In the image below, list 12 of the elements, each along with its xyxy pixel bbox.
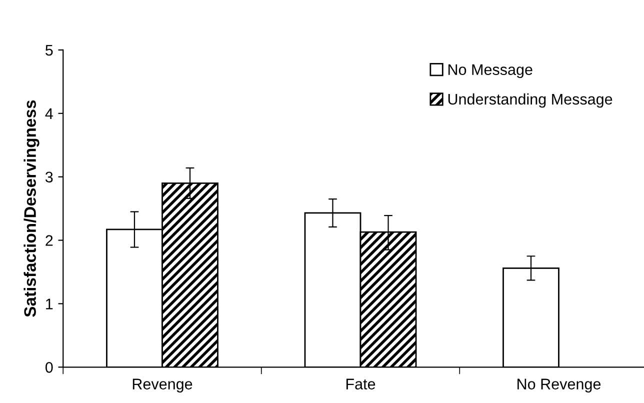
legend-label: No Message [448, 64, 532, 78]
y-tick-label: 0 [45, 362, 53, 373]
y-tick-label: 5 [46, 44, 53, 56]
legend-label: Understanding Message [448, 93, 612, 108]
x-tick-label: Revenge [132, 378, 192, 392]
y-tick-label: 3 [45, 172, 53, 183]
y-tick-label: 2 [46, 235, 53, 246]
x-tick-label: Fate [346, 378, 376, 390]
y-tick-label: 1 [46, 298, 53, 310]
x-tick-label: No Revenge [518, 378, 601, 392]
y-axis-title: Satisfaction/Deservingness [24, 100, 40, 317]
y-tick-label: 4 [45, 108, 53, 119]
